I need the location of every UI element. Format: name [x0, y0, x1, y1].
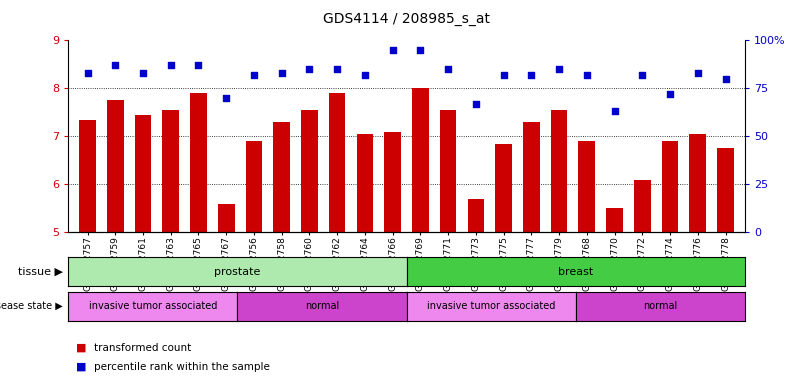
Bar: [606, 208, 623, 232]
Point: [359, 72, 372, 78]
Point: [331, 66, 344, 72]
Bar: [329, 93, 345, 232]
Text: invasive tumor associated: invasive tumor associated: [88, 301, 217, 311]
Point: [553, 66, 566, 72]
Point: [248, 72, 260, 78]
Bar: [163, 110, 179, 232]
Text: disease state ▶: disease state ▶: [0, 301, 62, 311]
Bar: [578, 141, 595, 232]
Bar: [218, 204, 235, 232]
Point: [219, 95, 232, 101]
Point: [109, 62, 122, 68]
Text: ■: ■: [76, 343, 87, 353]
Bar: [107, 100, 123, 232]
Point: [663, 91, 676, 97]
Text: transformed count: transformed count: [94, 343, 191, 353]
Point: [137, 70, 150, 76]
Bar: [190, 93, 207, 232]
Bar: [273, 122, 290, 232]
Point: [608, 108, 621, 114]
Point: [525, 72, 537, 78]
Text: tissue ▶: tissue ▶: [18, 266, 62, 277]
Text: ■: ■: [76, 362, 87, 372]
Point: [636, 72, 649, 78]
Point: [581, 72, 594, 78]
Point: [691, 70, 704, 76]
Point: [164, 62, 177, 68]
Bar: [356, 134, 373, 232]
Bar: [440, 110, 457, 232]
Bar: [301, 110, 318, 232]
Point: [192, 62, 205, 68]
Bar: [523, 122, 540, 232]
Text: invasive tumor associated: invasive tumor associated: [427, 301, 555, 311]
Bar: [690, 134, 706, 232]
Bar: [495, 144, 512, 232]
Bar: [634, 180, 650, 232]
Point: [719, 76, 732, 82]
Point: [386, 47, 399, 53]
Point: [414, 47, 427, 53]
Bar: [246, 141, 262, 232]
Text: normal: normal: [304, 301, 339, 311]
Text: normal: normal: [643, 301, 678, 311]
Bar: [468, 199, 484, 232]
Bar: [79, 119, 96, 232]
Point: [469, 101, 482, 107]
Text: breast: breast: [558, 266, 594, 277]
Point: [303, 66, 316, 72]
Bar: [551, 110, 567, 232]
Point: [497, 72, 510, 78]
Bar: [717, 148, 734, 232]
Bar: [662, 141, 678, 232]
Bar: [412, 88, 429, 232]
Point: [276, 70, 288, 76]
Text: GDS4114 / 208985_s_at: GDS4114 / 208985_s_at: [323, 12, 490, 25]
Point: [81, 70, 94, 76]
Bar: [384, 131, 401, 232]
Text: percentile rank within the sample: percentile rank within the sample: [94, 362, 270, 372]
Text: prostate: prostate: [214, 266, 260, 277]
Point: [441, 66, 454, 72]
Bar: [135, 115, 151, 232]
